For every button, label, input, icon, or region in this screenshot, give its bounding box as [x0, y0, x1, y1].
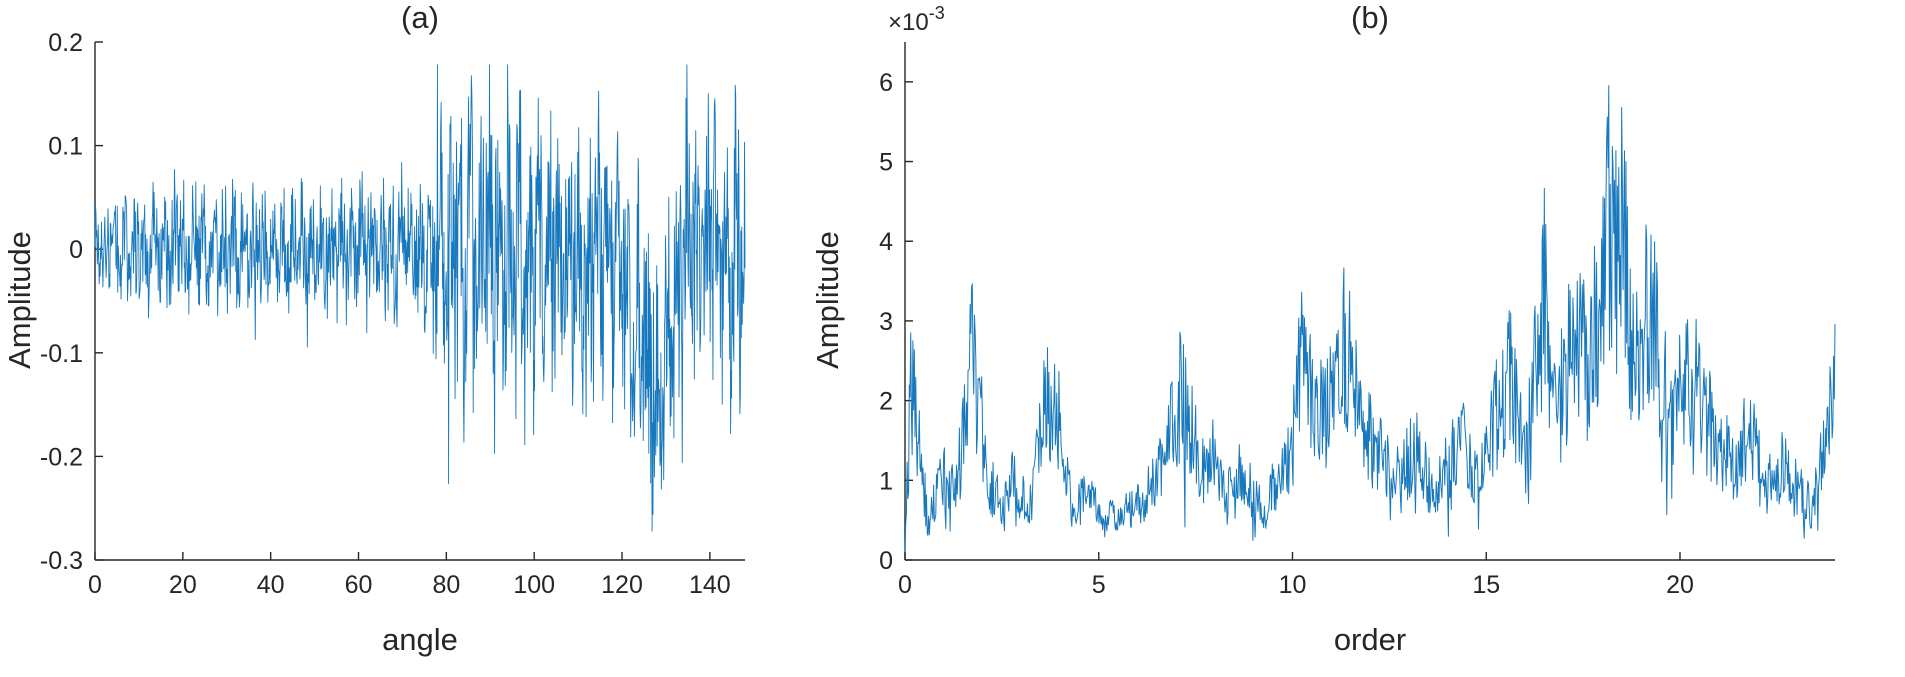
chart-b-canvas: (b) ×10-3 order Amplitude 0 5 10 15 20 0 1 2 3 4 5…	[810, 0, 1836, 657]
y-tick-label: 0.2	[48, 29, 83, 57]
chart-a-xlabel: angle	[382, 622, 458, 657]
y-tick-label: -0.3	[40, 547, 83, 575]
y-tick-label: 1	[879, 467, 893, 495]
chart-b-title: (b)	[1351, 0, 1389, 35]
chart-a-title: (a)	[401, 0, 439, 35]
x-tick-label: 100	[513, 571, 555, 599]
x-tick-label: 20	[1666, 571, 1694, 599]
y-tick-label: 5	[879, 149, 893, 177]
x-tick-label: 20	[169, 571, 197, 599]
x-tick-label: 0	[898, 571, 912, 599]
y-tick-label: 3	[879, 308, 893, 336]
chart-b-y-exponent: ×10-3	[888, 3, 945, 36]
chart-b-ylabel: Amplitude	[810, 231, 845, 369]
y-tick-label: -0.1	[40, 340, 83, 368]
chart-a-ylabel: Amplitude	[2, 231, 37, 369]
chart-b-plot-area: 0 5 10 15 20 0 1 2 3 4 5 6	[879, 42, 1836, 599]
x-tick-label: 10	[1279, 571, 1307, 599]
chart-a-canvas: (a) angle Amplitude 0 20 40 60 80 100 120 140 -0…	[2, 0, 746, 657]
x-tick-label: 5	[1092, 571, 1106, 599]
y-tick-label: 4	[879, 228, 893, 256]
y-tick-label: 0	[69, 236, 83, 264]
chart-b-y-exponent-base: ×10	[888, 9, 929, 36]
x-tick-label: 120	[601, 571, 643, 599]
x-tick-label: 0	[88, 571, 102, 599]
y-tick-label: 0	[879, 547, 893, 575]
y-tick-label: 0.1	[48, 133, 83, 161]
chart-a-plot-area: 0 20 40 60 80 100 120 140 -0.3 -0.2 -0.1 0 0.1 0.2	[40, 29, 746, 599]
x-tick-label: 15	[1472, 571, 1500, 599]
x-tick-label: 80	[432, 571, 460, 599]
series-line-b	[904, 85, 1836, 552]
x-tick-label: 140	[689, 571, 731, 599]
y-tick-label: 6	[879, 69, 893, 97]
chart-b-xlabel: order	[1334, 622, 1406, 657]
y-tick-label: -0.2	[40, 443, 83, 471]
x-tick-label: 40	[257, 571, 285, 599]
series-line-a	[94, 64, 746, 532]
y-tick-label: 2	[879, 388, 893, 416]
x-tick-label: 60	[345, 571, 373, 599]
chart-b-y-exponent-power: -3	[929, 3, 945, 23]
